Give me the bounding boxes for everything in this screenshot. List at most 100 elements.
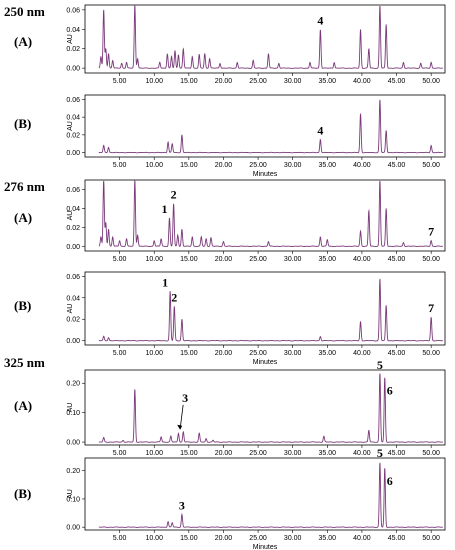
- y-tick-label: 0.06: [66, 274, 80, 281]
- x-tick-label: 15.00: [180, 256, 198, 263]
- x-tick-label: 15.00: [180, 535, 198, 542]
- panel-325-b: 0.00 0.10 0.20 AU 5.00 10.00 15.00 20.00 25.00 30…: [66, 446, 446, 550]
- y-tick-label: 0.02: [66, 132, 80, 139]
- y-tick-label: 0.06: [66, 187, 80, 194]
- x-tick-label: 5.00: [113, 350, 127, 357]
- x-tick-label: 5.00: [113, 450, 127, 457]
- panel-label-325-a: (A): [14, 398, 32, 413]
- panel-250-b: 0.00 0.02 0.04 0.06 AU 5.00 10.00 15.00 20.00 25.…: [66, 94, 446, 178]
- plot-frame: [84, 369, 446, 446]
- x-tick-label: 10.00: [145, 162, 163, 169]
- x-tick-label: 15.00: [180, 78, 198, 85]
- chromatogram-trace: [98, 99, 443, 154]
- x-tick-label: 15.00: [180, 450, 198, 457]
- x-tick-label: 10.00: [145, 256, 163, 263]
- peak-label: 7: [428, 301, 434, 315]
- x-tick-label: 35.00: [319, 78, 337, 85]
- x-tick-label: 25.00: [249, 162, 267, 169]
- y-tick-label: 0.00: [66, 66, 80, 73]
- x-tick-label: 25.00: [249, 256, 267, 263]
- x-tick-label: 40.00: [353, 450, 371, 457]
- x-tick-label: 35.00: [319, 535, 337, 542]
- x-axis-label: Minutes: [253, 359, 278, 366]
- x-tick-label: 10.00: [145, 535, 163, 542]
- panel-label-276-a: (A): [14, 210, 32, 225]
- x-tick-label: 5.00: [113, 256, 127, 263]
- peak-label: 5: [377, 358, 383, 372]
- wavelength-250-heading: 250 nm: [4, 4, 45, 19]
- x-tick-label: 50.00: [422, 256, 440, 263]
- x-tick-label: 20.00: [215, 162, 233, 169]
- wavelength-276-heading: 276 nm: [4, 179, 45, 194]
- x-tick-label: 30.00: [284, 162, 302, 169]
- peak-arrow-head: [177, 424, 183, 430]
- y-tick-label: 0.10: [66, 410, 80, 417]
- plot-frame: [84, 94, 446, 158]
- peak-label: 3: [179, 498, 185, 512]
- y-axis-label: AU: [67, 211, 74, 221]
- peak-label: 6: [387, 474, 393, 488]
- y-tick-label: 0.00: [66, 440, 80, 447]
- y-tick-label: 0.04: [66, 206, 80, 213]
- x-tick-label: 20.00: [215, 535, 233, 542]
- x-axis-label: Minutes: [253, 171, 278, 178]
- x-tick-label: 10.00: [145, 450, 163, 457]
- x-tick-label: 50.00: [422, 78, 440, 85]
- x-axis-label: Minutes: [253, 544, 278, 550]
- x-tick-label: 30.00: [284, 78, 302, 85]
- x-tick-label: 5.00: [113, 78, 127, 85]
- peak-label: 4: [317, 123, 323, 137]
- panel-label-276-b: (B): [14, 298, 31, 313]
- panel-label-250-b: (B): [14, 116, 31, 131]
- peak-label: 2: [171, 290, 177, 304]
- y-tick-label: 0.02: [66, 225, 80, 232]
- x-tick-label: 20.00: [215, 78, 233, 85]
- y-tick-label: 0.00: [66, 338, 80, 345]
- chromatogram-trace: [98, 278, 443, 342]
- chromatogram-trace: [98, 373, 443, 443]
- x-tick-label: 30.00: [284, 350, 302, 357]
- x-tick-label: 40.00: [353, 256, 371, 263]
- panel-label-325-b: (B): [14, 486, 31, 501]
- wavelength-325-heading: 325 nm: [4, 355, 45, 370]
- y-axis-label: AU: [67, 34, 74, 44]
- y-tick-label: 0.04: [66, 115, 80, 122]
- x-tick-label: 15.00: [180, 162, 198, 169]
- x-tick-label: 45.00: [388, 162, 406, 169]
- y-tick-label: 0.20: [66, 381, 80, 388]
- y-tick-label: 0.04: [66, 27, 80, 34]
- y-tick-label: 0.20: [66, 468, 80, 475]
- panel-250-a: 0.00 0.02 0.04 0.06 AU 5.00 10.00 15.00 20.00 25.…: [66, 4, 446, 85]
- x-tick-label: 25.00: [249, 350, 267, 357]
- x-tick-label: 35.00: [319, 162, 337, 169]
- x-tick-label: 50.00: [422, 350, 440, 357]
- x-tick-label: 25.00: [249, 535, 267, 542]
- x-tick-label: 30.00: [284, 535, 302, 542]
- y-axis-label: AU: [67, 489, 74, 499]
- y-tick-label: 0.00: [66, 525, 80, 532]
- y-tick-label: 0.06: [66, 7, 80, 14]
- x-tick-label: 25.00: [249, 450, 267, 457]
- x-tick-label: 40.00: [353, 535, 371, 542]
- peak-arrow: [179, 404, 184, 429]
- y-tick-label: 0.00: [66, 244, 80, 251]
- peak-label: 3: [182, 391, 188, 405]
- peak-label: 1: [162, 275, 168, 289]
- x-tick-label: 35.00: [319, 450, 337, 457]
- plot-frame: [84, 271, 446, 346]
- y-tick-label: 0.02: [66, 46, 80, 53]
- x-tick-label: 15.00: [180, 350, 198, 357]
- chromatogram-trace: [98, 462, 443, 528]
- y-tick-label: 0.10: [66, 496, 80, 503]
- x-tick-label: 50.00: [422, 162, 440, 169]
- chromatogram-trace: [98, 180, 443, 248]
- y-tick-label: 0.04: [66, 295, 80, 302]
- x-tick-label: 45.00: [388, 450, 406, 457]
- x-tick-label: 45.00: [388, 535, 406, 542]
- x-tick-label: 5.00: [113, 162, 127, 169]
- x-tick-label: 40.00: [353, 78, 371, 85]
- y-axis-label: AU: [67, 304, 74, 314]
- x-tick-label: 5.00: [113, 535, 127, 542]
- x-tick-label: 45.00: [388, 78, 406, 85]
